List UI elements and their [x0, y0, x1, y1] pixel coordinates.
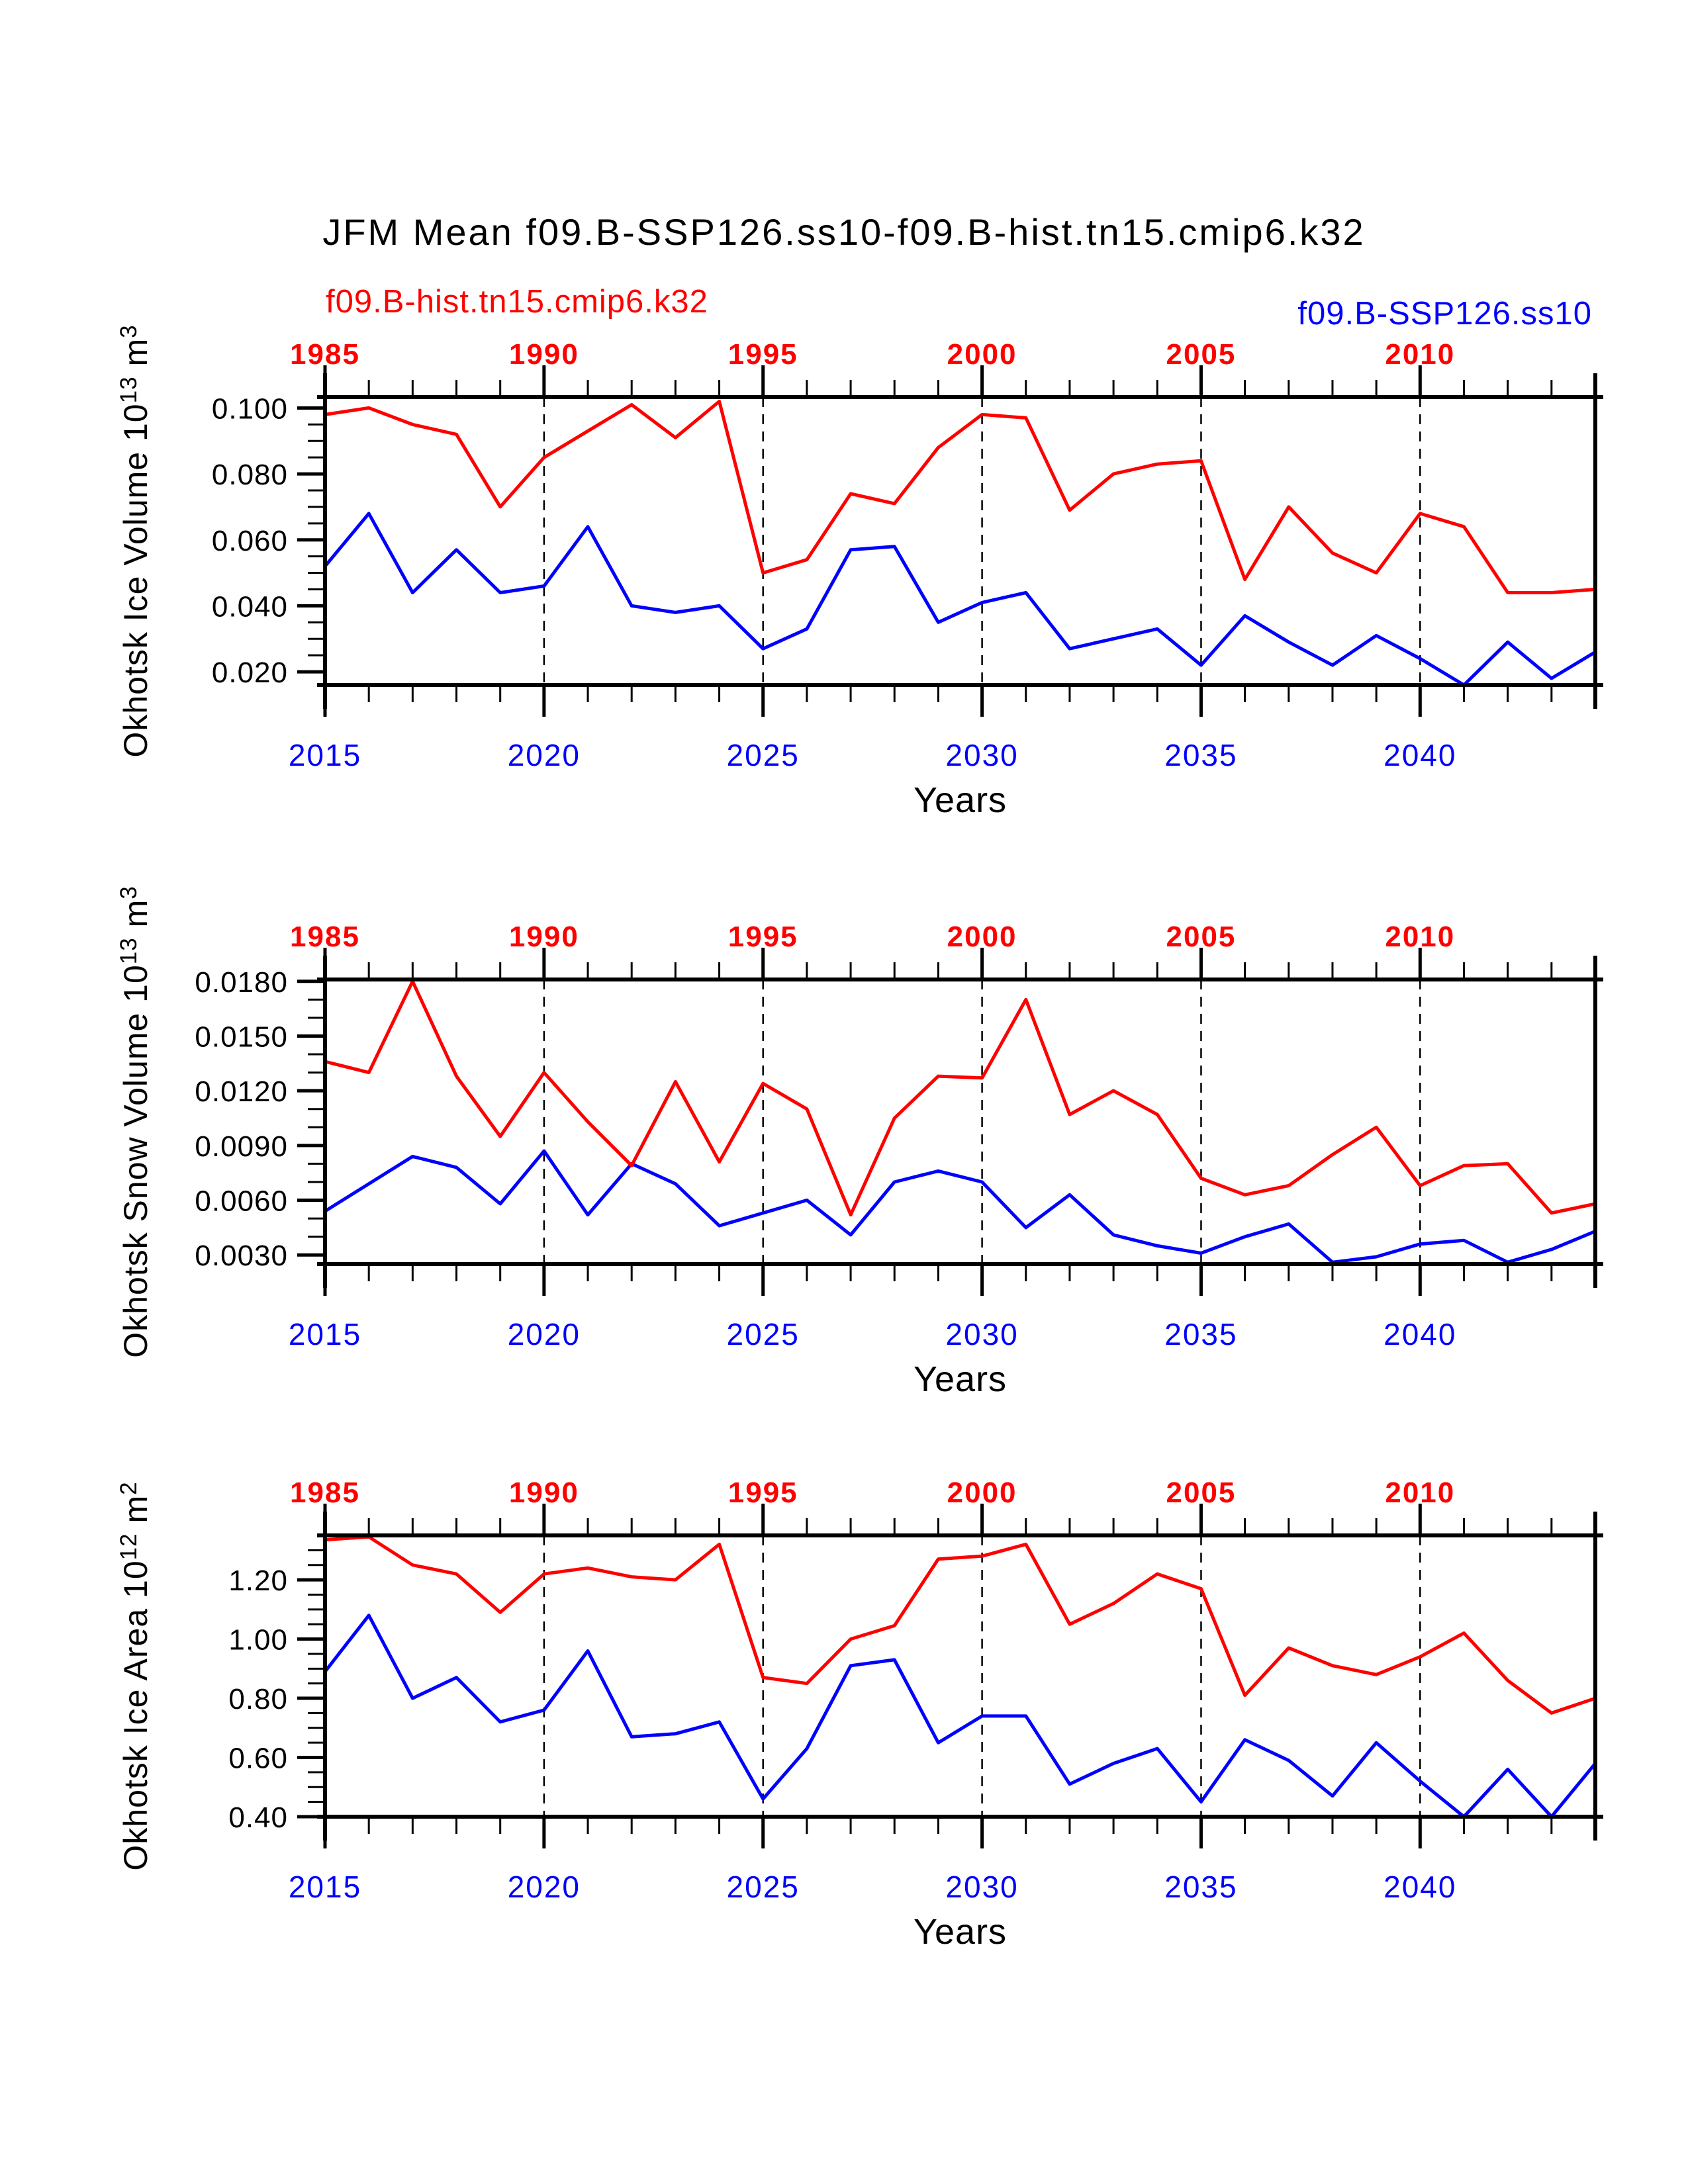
bottom-axis-label: 2030: [945, 1870, 1018, 1904]
y-tick-label: 0.0060: [195, 1185, 288, 1218]
y-tick-label: 0.0090: [195, 1130, 288, 1163]
bottom-axis-label: 2040: [1383, 1870, 1456, 1904]
series-line-ssp: [323, 1149, 1597, 1264]
series-line-ssp: [323, 1614, 1597, 1819]
series-line-hist: [323, 1535, 1597, 1715]
top-axis-label: 2010: [1385, 338, 1455, 371]
panel-okhotsk-ice-area: 1985 1990 1995 2000 2005 2010 2015 2020 2025 2030…: [116, 1477, 1603, 1952]
top-axis-label: 2000: [947, 921, 1017, 953]
bottom-axis-label: 2040: [1383, 738, 1456, 772]
bottom-axis-label: 2040: [1383, 1317, 1456, 1351]
top-axis-label: 2005: [1166, 338, 1237, 371]
bottom-axis-label: 2020: [508, 1870, 581, 1904]
bottom-axis-label: 2025: [727, 1317, 800, 1351]
page-title: JFM Mean f09.B-SSP126.ss10-f09.B-hist.tn…: [322, 211, 1366, 253]
top-axis-label: 1985: [290, 1477, 360, 1509]
y-tick-label: 0.0030: [195, 1240, 288, 1272]
bottom-axis-label: 2020: [508, 1317, 581, 1351]
y-tick-label: 0.60: [228, 1743, 288, 1775]
y-axis-title: Okhotsk Snow Volume 1013​ m3​: [116, 886, 154, 1358]
bottom-axis-label: 2025: [727, 738, 800, 772]
series-line-hist: [323, 400, 1597, 594]
top-axis-label: 2005: [1166, 1477, 1237, 1509]
y-tick-label: 0.020: [212, 657, 288, 689]
y-tick-label: 1.00: [228, 1624, 288, 1657]
top-axis-label: 2005: [1166, 921, 1237, 953]
panel-okhotsk-ice-volume: 1985 1990 1995 2000 2005 2010 2015 2020 2025 2030…: [116, 324, 1603, 820]
y-tick-label: 0.40: [228, 1801, 288, 1834]
y-tick-label: 1.20: [228, 1565, 288, 1597]
series-line-ssp: [323, 512, 1597, 687]
y-tick-label: 0.80: [228, 1683, 288, 1715]
y-tick-label: 0.080: [212, 459, 288, 491]
bottom-axis-label: 2035: [1164, 738, 1237, 772]
legend-hist-label: f09.B-hist.tn15.cmip6.k32: [326, 284, 708, 320]
bottom-axis-label: 2020: [508, 738, 581, 772]
bottom-axis-label: 2035: [1164, 1870, 1237, 1904]
y-axis-title: Okhotsk Ice Volume 1013​ m3​: [116, 324, 154, 757]
top-axis-label: 1990: [509, 1477, 579, 1509]
bottom-axis-label: 2015: [289, 1870, 361, 1904]
y-tick-label: 0.0150: [195, 1021, 288, 1053]
bottom-axis-label: 2035: [1164, 1317, 1237, 1351]
top-axis-label: 2010: [1385, 1477, 1455, 1509]
top-axis-label: 1995: [728, 1477, 798, 1509]
bottom-axis-label: 2030: [945, 738, 1018, 772]
y-tick-label: 0.060: [212, 525, 288, 557]
top-axis-label: 1995: [728, 921, 798, 953]
y-tick-label: 0.040: [212, 590, 288, 623]
top-axis-label: 2010: [1385, 921, 1455, 953]
bottom-axis-label: 2025: [727, 1870, 800, 1904]
x-axis-title: Years: [914, 780, 1007, 820]
y-axis-title: Okhotsk Ice Area 1012​ m2​: [116, 1481, 154, 1870]
y-tick-label: 0.100: [212, 392, 288, 425]
top-axis-label: 2000: [947, 338, 1017, 371]
y-tick-label: 0.0120: [195, 1075, 288, 1108]
top-axis-label: 1995: [728, 338, 798, 371]
top-axis-label: 1990: [509, 921, 579, 953]
top-axis-label: 1985: [290, 338, 360, 371]
bottom-axis-label: 2030: [945, 1317, 1018, 1351]
x-axis-title: Years: [914, 1912, 1007, 1952]
series-line-hist: [323, 979, 1597, 1217]
bottom-axis-label: 2015: [289, 738, 361, 772]
top-axis-label: 1985: [290, 921, 360, 953]
x-axis-title: Years: [914, 1359, 1007, 1399]
panel-okhotsk-snow-volume: 1985 1990 1995 2000 2005 2010 2015 2020 2025 2030…: [116, 886, 1603, 1399]
top-axis-label: 1990: [509, 338, 579, 371]
legend-ssp-label: f09.B-SSP126.ss10: [1297, 296, 1592, 332]
y-tick-label: 0.0180: [195, 966, 288, 999]
bottom-axis-label: 2015: [289, 1317, 361, 1351]
top-axis-label: 2000: [947, 1477, 1017, 1509]
